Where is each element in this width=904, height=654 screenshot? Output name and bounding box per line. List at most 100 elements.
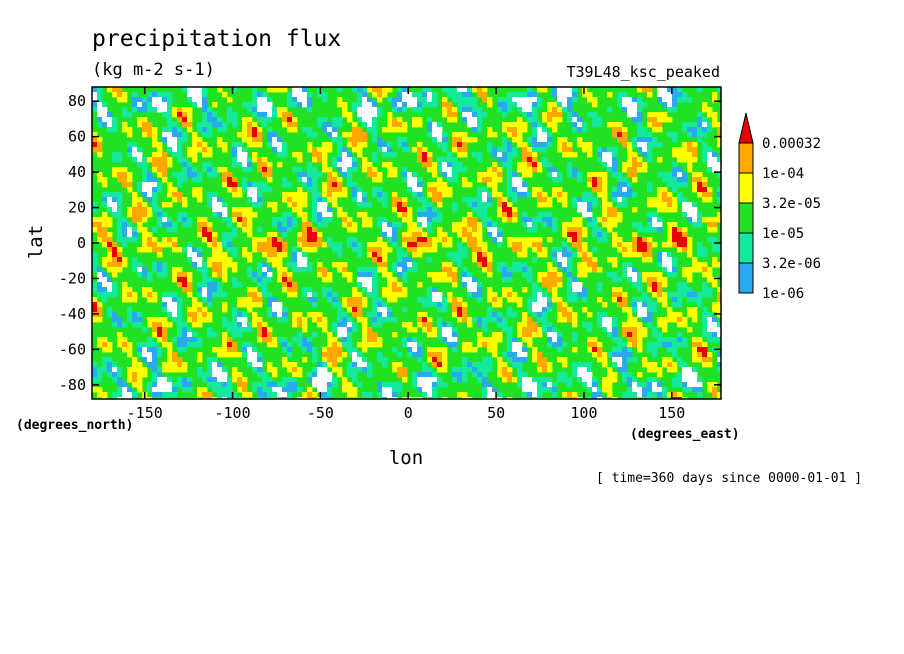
field-cell	[177, 212, 183, 218]
field-cell	[427, 297, 433, 303]
field-cell	[507, 107, 513, 113]
field-cell	[437, 177, 443, 183]
field-cell	[152, 297, 158, 303]
field-cell	[637, 252, 643, 258]
field-cell	[337, 317, 343, 323]
field-cell	[292, 287, 298, 293]
field-cell	[677, 242, 683, 248]
field-cell	[247, 357, 253, 363]
field-cell	[282, 392, 288, 398]
field-cell	[197, 137, 203, 143]
field-cell	[257, 372, 263, 378]
field-cell	[562, 147, 568, 153]
field-cell	[392, 227, 398, 233]
field-cell	[202, 152, 208, 158]
field-cell	[622, 92, 628, 98]
field-cell	[212, 257, 218, 263]
field-cell	[522, 337, 528, 343]
field-cell	[697, 242, 703, 248]
field-cell	[462, 237, 468, 243]
field-cell	[707, 312, 713, 318]
field-cell	[382, 87, 388, 93]
field-cell	[217, 257, 223, 263]
field-cell	[617, 342, 623, 348]
field-cell	[432, 247, 438, 253]
field-cell	[572, 297, 578, 303]
field-cell	[332, 357, 338, 363]
field-cell	[612, 207, 618, 213]
field-cell	[267, 397, 273, 399]
field-cell	[367, 202, 373, 208]
field-cell	[152, 392, 158, 398]
field-cell	[587, 207, 593, 213]
field-cell	[97, 147, 103, 153]
field-cell	[252, 382, 258, 388]
field-cell	[317, 147, 323, 153]
field-cell	[427, 317, 433, 323]
field-cell	[207, 107, 213, 113]
field-cell	[482, 247, 488, 253]
field-cell	[607, 352, 613, 358]
field-cell	[452, 267, 458, 273]
field-cell	[447, 157, 453, 163]
field-cell	[162, 272, 168, 278]
field-cell	[502, 317, 508, 323]
field-cell	[367, 372, 373, 378]
legend-swatch	[738, 142, 754, 174]
field-cell	[297, 262, 303, 268]
field-cell	[127, 312, 133, 318]
field-cell	[632, 97, 638, 103]
field-cell	[282, 307, 288, 313]
field-cell	[442, 337, 448, 343]
field-cell	[402, 127, 408, 133]
field-cell	[302, 97, 308, 103]
field-cell	[532, 137, 538, 143]
x-axis-ticks: -150 -100 -50 0 50 100 150	[127, 87, 685, 422]
field-cell	[392, 167, 398, 173]
field-cell	[107, 307, 113, 313]
field-cell	[697, 352, 703, 358]
field-cell	[372, 277, 378, 283]
field-cell	[572, 87, 578, 93]
field-cell	[357, 362, 363, 368]
field-cell	[222, 147, 228, 153]
field-cell	[457, 377, 463, 383]
field-cell	[127, 317, 133, 323]
field-cell	[527, 387, 533, 393]
field-cell	[212, 207, 218, 213]
field-cell	[537, 137, 543, 143]
field-cell	[452, 257, 458, 263]
field-cell	[502, 327, 508, 333]
field-cell	[342, 167, 348, 173]
field-cell	[272, 367, 278, 373]
field-cell	[97, 237, 103, 243]
field-cell	[337, 372, 343, 378]
field-cell	[317, 272, 323, 278]
field-cell	[167, 377, 173, 383]
field-cell	[547, 382, 553, 388]
field-cell	[372, 92, 378, 98]
field-cell	[252, 352, 258, 358]
field-cell	[612, 332, 618, 338]
field-cell	[312, 192, 318, 198]
field-cell	[347, 172, 353, 178]
field-cell	[477, 252, 483, 258]
field-cell	[402, 147, 408, 153]
field-cell	[627, 352, 633, 358]
field-cell	[262, 382, 268, 388]
field-cell	[617, 277, 623, 283]
field-cell	[712, 217, 718, 223]
field-cell	[602, 177, 608, 183]
field-cell	[297, 97, 303, 103]
field-cell	[687, 387, 693, 393]
field-cell	[627, 332, 633, 338]
field-cell	[197, 192, 203, 198]
field-cell	[517, 242, 523, 248]
field-cell	[362, 297, 368, 303]
field-cell	[352, 132, 358, 138]
field-cell	[202, 87, 208, 93]
field-cell	[712, 302, 718, 308]
field-cell	[387, 292, 393, 298]
field-cell	[232, 217, 238, 223]
field-cell	[252, 107, 258, 113]
